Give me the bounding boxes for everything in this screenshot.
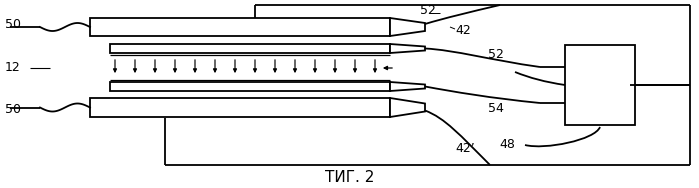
Text: 50: 50 [5,18,21,32]
Text: 52: 52 [420,4,436,17]
Text: 50: 50 [5,103,21,116]
Bar [565,45,635,125]
Text: 52: 52 [488,49,504,61]
Bar [110,44,390,53]
Text: 42: 42 [455,24,470,36]
Bar [90,98,390,117]
Bar [110,82,390,91]
Polygon shape [390,82,425,91]
Text: 48: 48 [499,139,515,152]
Bar [90,18,390,36]
Polygon shape [390,18,425,36]
Text: 42’: 42’ [455,142,475,155]
Text: ΤИГ. 2: ΤИГ. 2 [325,171,375,186]
Polygon shape [390,98,425,117]
Text: 12: 12 [5,61,21,74]
Polygon shape [390,44,425,53]
Text: 54: 54 [488,102,504,114]
